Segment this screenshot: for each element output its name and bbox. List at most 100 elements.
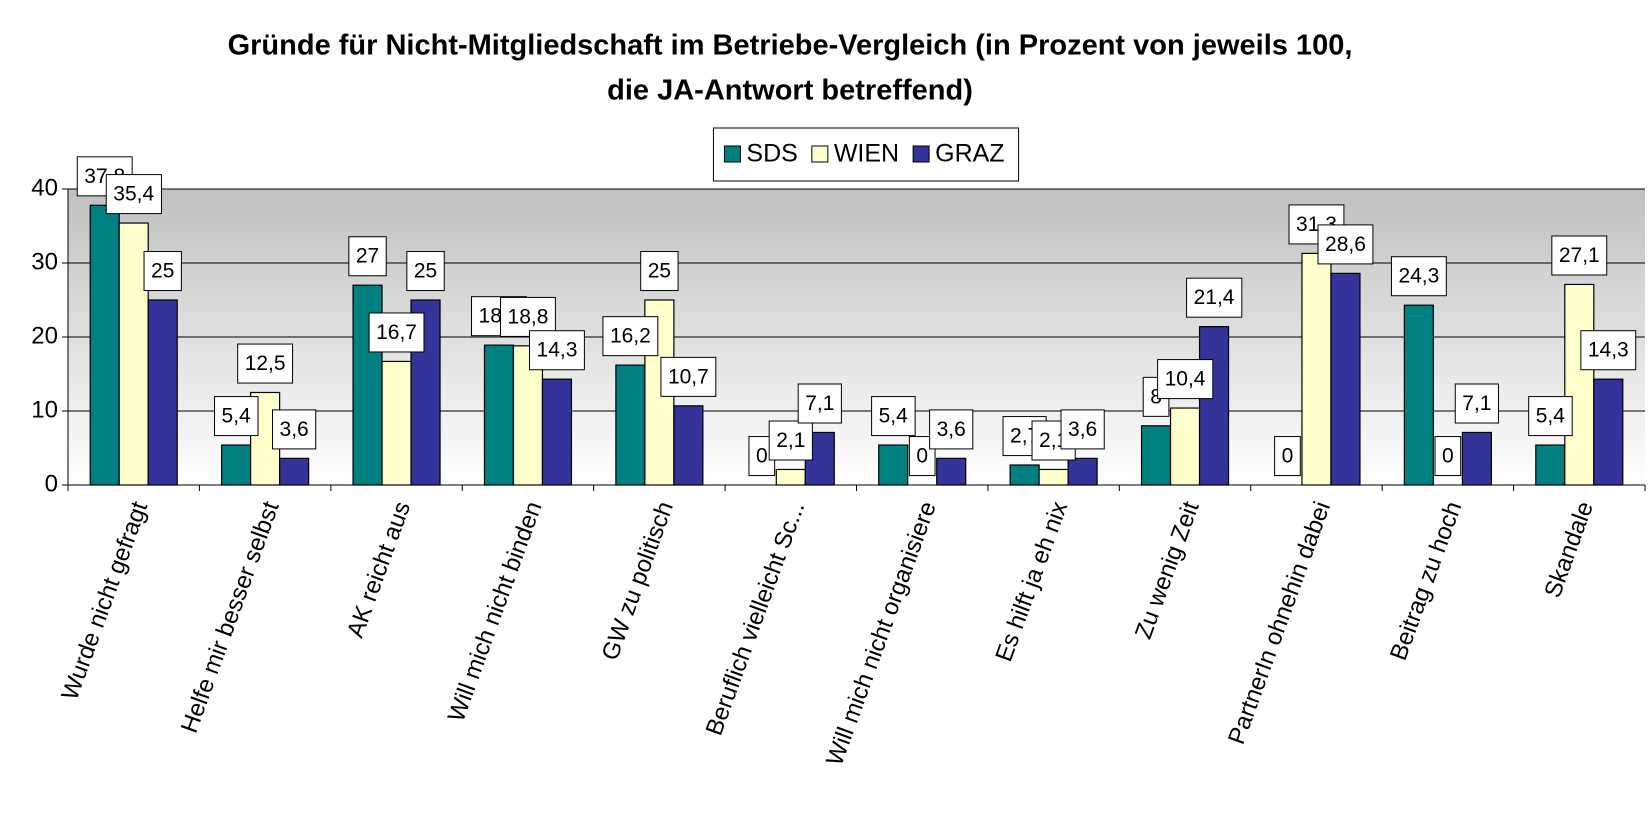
legend-box: [712, 127, 1020, 182]
value-label: 25: [640, 251, 679, 292]
value-label-box: [529, 330, 585, 371]
value-label: 35,4: [105, 174, 162, 215]
value-label-text: 2,1: [776, 429, 805, 452]
bar: [615, 364, 646, 486]
value-label-box: [929, 409, 974, 450]
legend: SDS WIEN GRAZ: [712, 127, 1020, 182]
value-label: 5,4: [1528, 396, 1573, 437]
value-label: 16,7: [368, 312, 425, 353]
value-label-box: [871, 396, 916, 437]
value-label-text: 0: [916, 445, 928, 468]
chart-title: Gründe für Nicht-Mitgliedschaft im Betri…: [228, 30, 1353, 62]
value-label-text: 25: [648, 260, 671, 283]
value-label: 7,1: [797, 383, 842, 424]
value-label-text: 18,8: [508, 305, 549, 328]
value-label-box: [214, 396, 259, 437]
bar: [673, 405, 704, 486]
value-label-box: [368, 312, 425, 353]
value-label: 3,6: [272, 409, 317, 450]
bar: [1009, 464, 1040, 486]
value-label: 3,6: [1060, 409, 1105, 450]
value-label-box: [640, 251, 679, 292]
value-label-text: 16,2: [610, 325, 651, 348]
bar: [1301, 252, 1332, 486]
value-label: 5,4: [871, 396, 916, 437]
y-tick-label: 0: [45, 470, 58, 497]
bar: [1593, 378, 1624, 486]
value-label: 7,1: [1454, 383, 1499, 424]
bar: [381, 360, 412, 486]
value-label-box: [105, 174, 162, 215]
value-label-box: [500, 296, 556, 337]
value-label-box: [797, 383, 842, 424]
value-label-box: [1274, 436, 1301, 477]
bar: [1140, 425, 1172, 486]
value-label: 27: [348, 236, 387, 277]
value-label-box: [1157, 359, 1214, 400]
value-label-box: [1528, 396, 1573, 437]
value-label-text: 25: [151, 260, 174, 283]
bar: [1198, 326, 1230, 486]
value-label-text: 5,4: [879, 405, 909, 428]
y-tick-label: 10: [31, 396, 58, 423]
bar: [1564, 283, 1595, 486]
value-label: 0: [1274, 436, 1301, 477]
value-label: 14,3: [529, 330, 585, 371]
value-label-text: 27,1: [1559, 244, 1600, 267]
value-label: 0: [908, 436, 936, 477]
value-label-text: 3,6: [280, 418, 309, 441]
legend-label: GRAZ: [935, 140, 1004, 168]
value-label-box: [1454, 383, 1499, 424]
value-label: 2,1: [768, 420, 813, 461]
value-label-text: 0: [1282, 445, 1294, 468]
value-label-text: 35,4: [113, 183, 154, 206]
value-label-text: 3,6: [1068, 418, 1097, 441]
legend-label: SDS: [746, 140, 797, 168]
bar: [118, 222, 149, 486]
y-tick-label: 40: [31, 174, 58, 201]
value-label: 10,4: [1157, 359, 1214, 400]
value-label-box: [602, 316, 659, 357]
value-label: 3,6: [929, 409, 974, 450]
value-label-box: [1317, 224, 1374, 265]
bar: [221, 444, 252, 486]
value-label: 14,3: [1580, 330, 1637, 371]
bar: [1169, 407, 1201, 486]
bar: [1067, 457, 1098, 486]
value-label: 24,3: [1390, 256, 1447, 297]
bar: [89, 204, 120, 486]
value-label-box: [660, 356, 717, 397]
value-label-box: [768, 420, 813, 461]
value-label-text: 5,4: [222, 405, 252, 428]
value-label-text: 21,4: [1194, 286, 1235, 309]
value-label-text: 0: [1442, 445, 1454, 468]
value-label-text: 7,1: [805, 392, 834, 415]
bar: [147, 299, 178, 486]
value-label-box: [348, 236, 387, 277]
value-label-box: [1186, 277, 1243, 318]
value-label: 25: [406, 251, 445, 292]
bar: [1038, 468, 1069, 486]
value-label-text: 28,6: [1325, 233, 1366, 256]
value-label-box: [1551, 235, 1608, 276]
value-label-text: 10,7: [668, 365, 709, 388]
bar: [483, 344, 515, 486]
value-label-text: 10,4: [1165, 368, 1206, 391]
value-label-text: 3,6: [937, 418, 966, 441]
value-label: 16,2: [602, 316, 659, 357]
bar: [1403, 304, 1434, 486]
value-label: 21,4: [1186, 277, 1243, 318]
bar: [1461, 431, 1492, 486]
bar: [775, 468, 806, 486]
bar: [1535, 444, 1566, 486]
bar: [936, 457, 967, 486]
value-label-box: [237, 343, 294, 384]
value-label-text: 12,5: [245, 352, 286, 375]
legend-label: WIEN: [834, 140, 899, 168]
bar: [1330, 272, 1361, 486]
value-label-text: 16,7: [376, 321, 417, 344]
value-label: 12,5: [237, 343, 294, 384]
value-label-text: 7,1: [1462, 392, 1491, 415]
value-label-text: 0: [756, 445, 768, 468]
